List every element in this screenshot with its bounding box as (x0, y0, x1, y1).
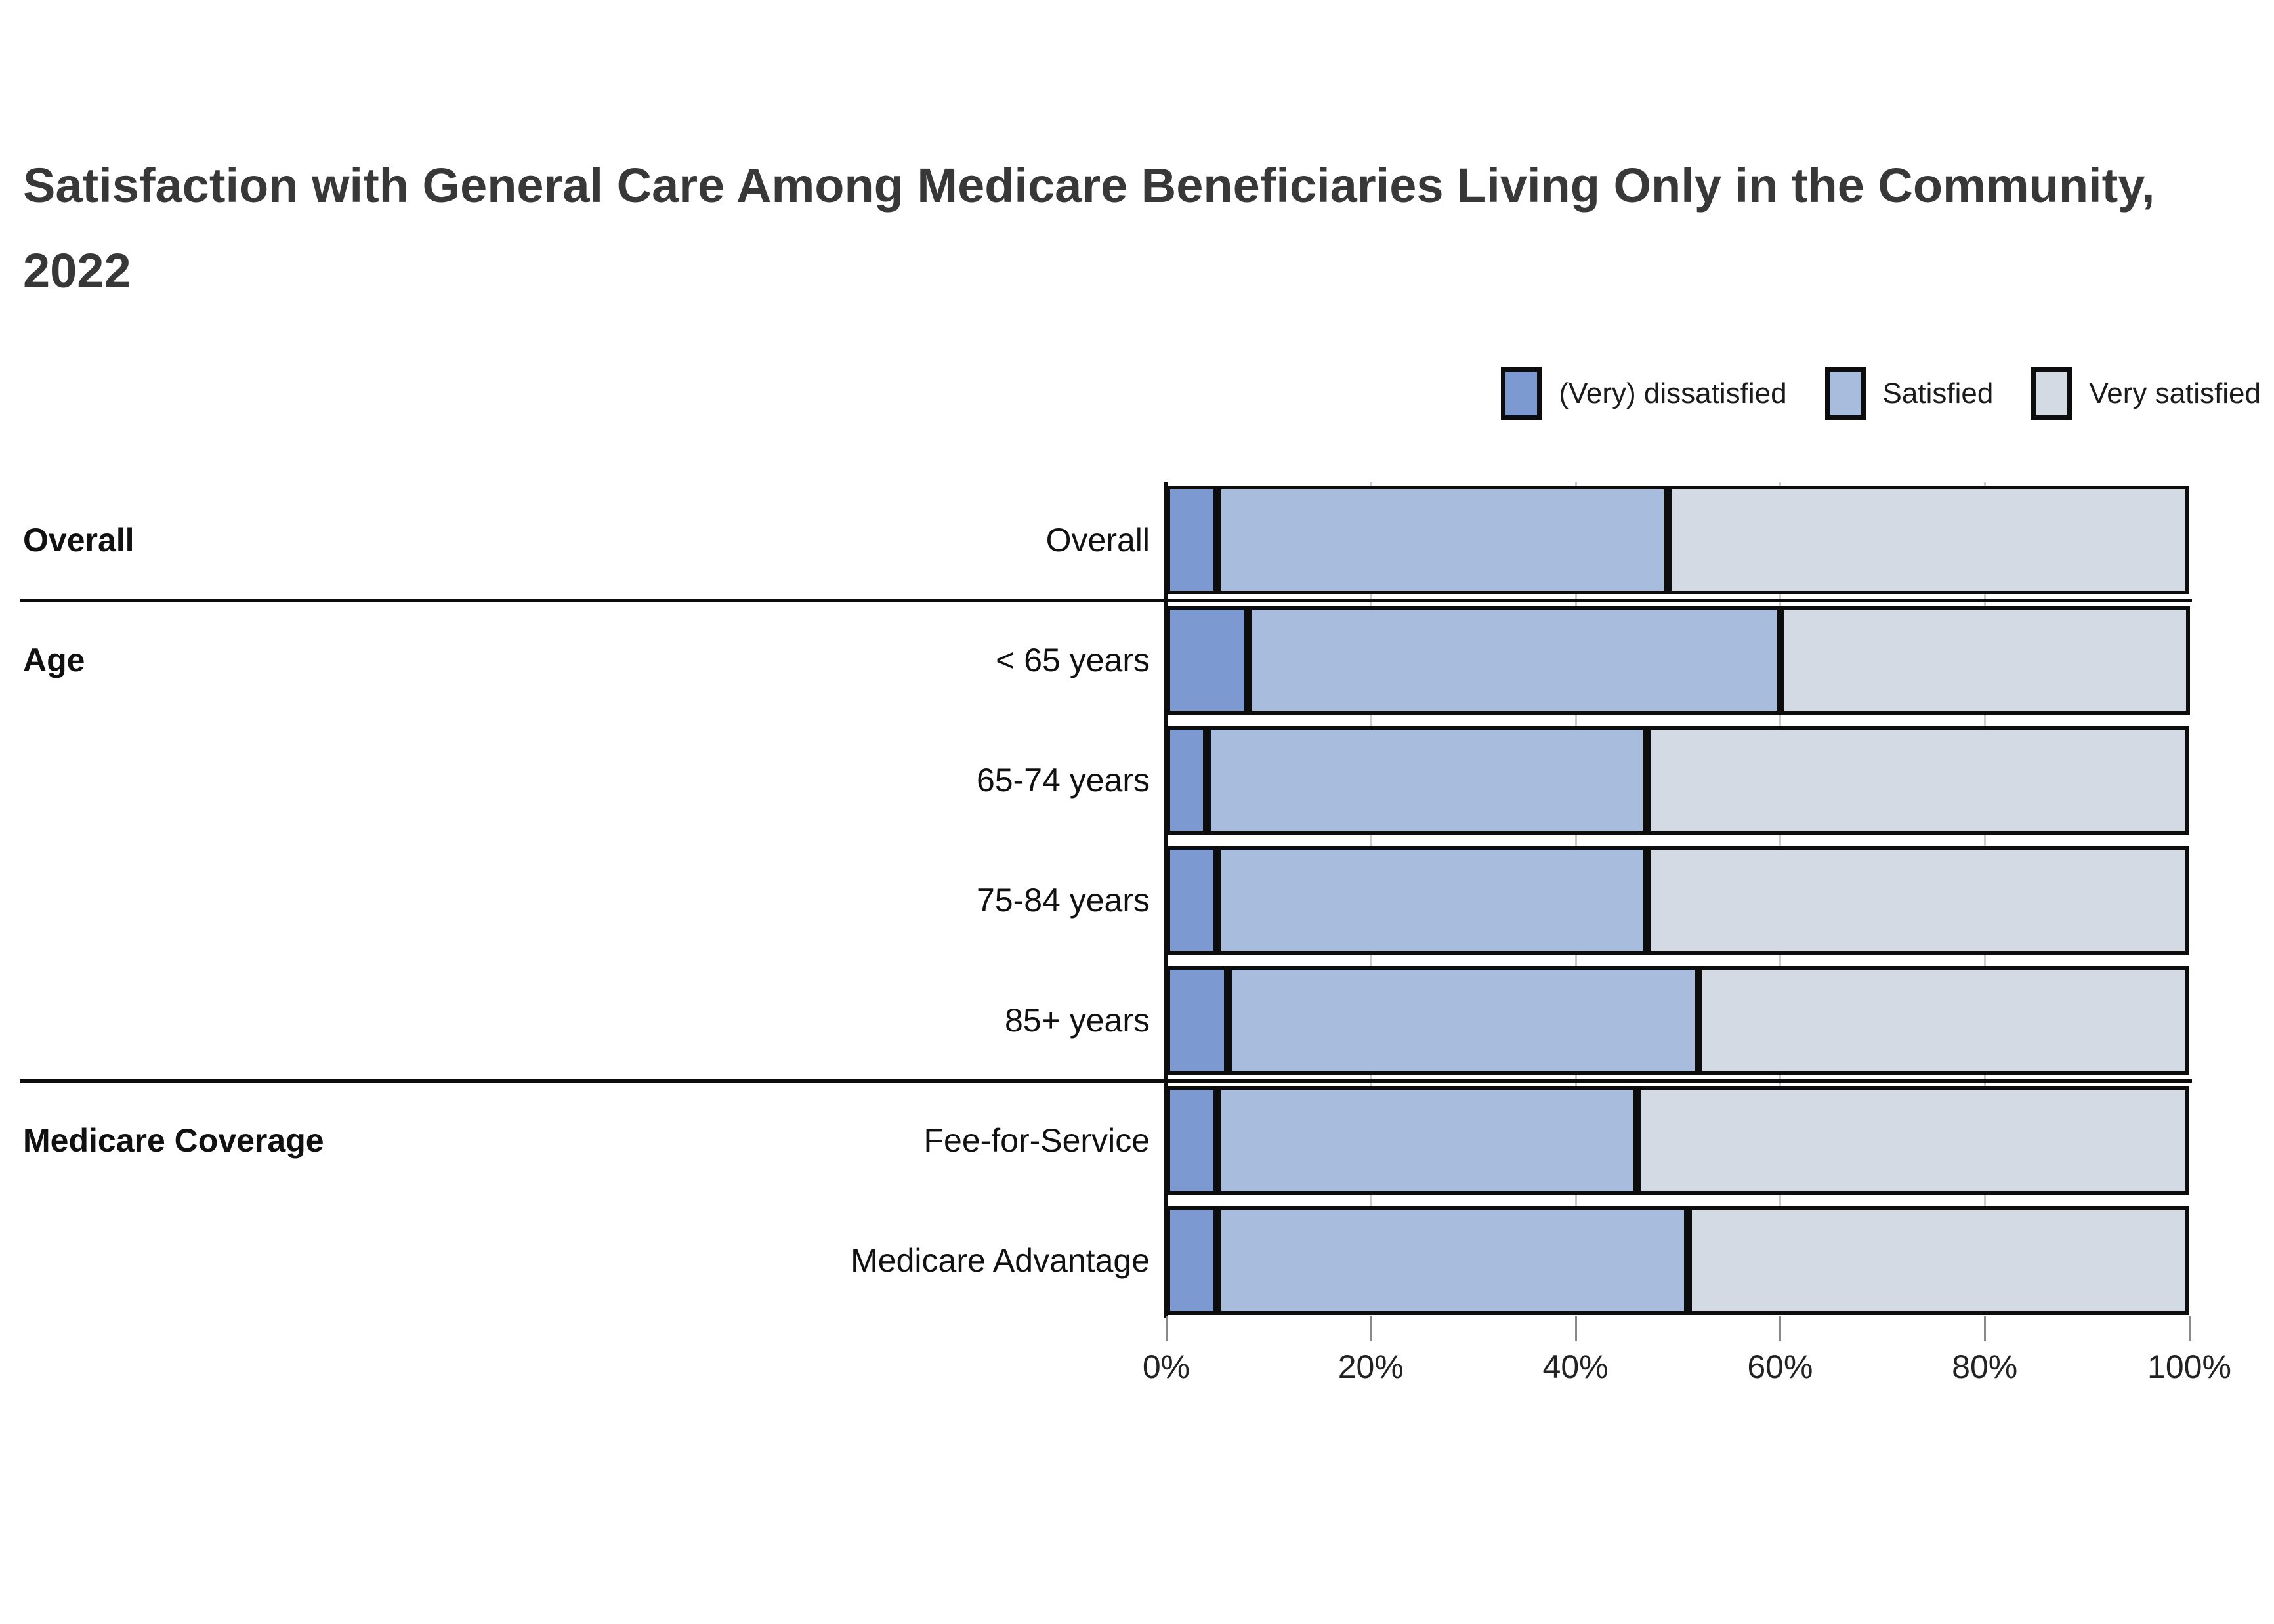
x-tick-label: 0% (1142, 1348, 1190, 1385)
x-tick-label: 80% (1952, 1348, 2018, 1385)
bar-segment-satisfied (1228, 966, 1698, 1075)
legend-swatch (1501, 367, 1542, 420)
bar-segment-very-satisfied (1780, 606, 2190, 715)
bar-segment-dissatisfied (1166, 1086, 1217, 1195)
row-label: < 65 years (996, 642, 1150, 678)
bar-segment-dissatisfied (1166, 486, 1217, 594)
bar-row (1166, 1086, 2189, 1195)
group-label: Overall (23, 522, 135, 558)
legend-item: Satisfied (1824, 367, 1994, 420)
bar-segment-very-satisfied (1698, 966, 2189, 1075)
x-tick-label: 100% (2147, 1348, 2231, 1385)
bar-segment-dissatisfied (1166, 846, 1217, 955)
row-label: 65-74 years (976, 762, 1150, 799)
separator-line (20, 599, 2192, 602)
separator-line (20, 1079, 2192, 1083)
x-tick-label: 40% (1542, 1348, 1609, 1385)
x-axis-tick (1984, 1316, 1987, 1341)
bar-segment-very-satisfied (1647, 726, 2189, 835)
row-label: Fee-for-Service (923, 1122, 1150, 1159)
legend-label: (Very) dissatisfied (1559, 377, 1787, 409)
bar-row (1166, 846, 2189, 955)
page-title: Satisfaction with General Care Among Med… (23, 158, 2155, 298)
bar-segment-very-satisfied (1668, 486, 2189, 594)
legend-swatch (2031, 367, 2073, 420)
group-label: Age (23, 642, 85, 678)
bar-segment-very-satisfied (1637, 1086, 2189, 1195)
row-label: Medicare Advantage (851, 1242, 1150, 1279)
x-axis-tick (1779, 1316, 1782, 1341)
bar-segment-dissatisfied (1166, 1206, 1217, 1315)
bar-segment-satisfied (1217, 1206, 1688, 1315)
bar-segment-satisfied (1248, 606, 1780, 715)
bar-segment-satisfied (1207, 726, 1647, 835)
bar-segment-dissatisfied (1166, 606, 1248, 715)
x-axis-tick (1370, 1316, 1372, 1341)
x-axis-tick (1574, 1316, 1577, 1341)
legend-swatch (1824, 367, 1866, 420)
bar-row (1166, 486, 2189, 594)
legend-item: Very satisfied (2031, 367, 2261, 420)
bar-row (1166, 966, 2189, 1075)
bar-segment-dissatisfied (1166, 726, 1207, 835)
row-label: 75-84 years (976, 882, 1150, 919)
bar-row (1166, 606, 2190, 715)
bar-segment-dissatisfied (1166, 966, 1228, 1075)
bar-segment-very-satisfied (1688, 1206, 2189, 1315)
legend-label: Satisfied (1882, 377, 1994, 409)
group-label: Medicare Coverage (23, 1122, 324, 1159)
bar-row (1166, 1206, 2189, 1315)
bar-segment-satisfied (1217, 846, 1647, 955)
bar-segment-satisfied (1217, 486, 1668, 594)
x-tick-label: 20% (1337, 1348, 1404, 1385)
bar-segment-very-satisfied (1647, 846, 2189, 955)
x-tick-label: 60% (1747, 1348, 1813, 1385)
legend-label: Very satisfied (2089, 377, 2261, 409)
legend: (Very) dissatisfied Satisfied Very satisfi… (1352, 362, 2261, 425)
bar-row (1166, 726, 2189, 835)
x-axis-tick (2189, 1316, 2191, 1341)
row-label: Overall (1045, 522, 1150, 558)
y-axis-line (1164, 482, 1168, 1318)
x-axis-tick (1166, 1316, 1168, 1341)
row-label: 85+ years (1005, 1002, 1150, 1039)
legend-item: (Very) dissatisfied (1501, 367, 1787, 420)
bar-segment-satisfied (1217, 1086, 1637, 1195)
